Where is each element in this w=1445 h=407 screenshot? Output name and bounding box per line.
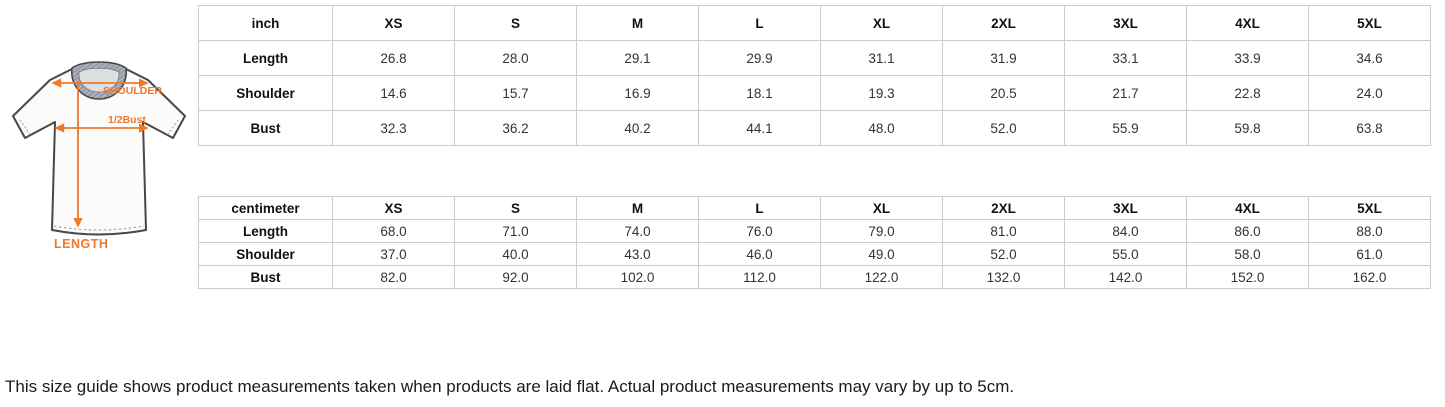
size-header-cell: XS [332,196,455,220]
measurement-value-cell: 19.3 [820,75,943,111]
measurement-value-cell: 49.0 [820,242,943,266]
measurement-value-cell: 29.1 [576,40,699,76]
measurement-value-cell: 40.2 [576,110,699,146]
measurement-value-cell: 81.0 [942,219,1065,243]
sleeve-stitch-right [166,119,179,137]
size-header-cell: 3XL [1064,196,1187,220]
measurement-value-cell: 88.0 [1308,219,1431,243]
row-label-cell: Length [198,219,333,243]
size-table-inch: inch XS S M L XL 2XL 3XL 4XL 5XL Length 26.8 28.0 29… [198,5,1431,146]
measurement-value-cell: 63.8 [1308,110,1431,146]
measurement-value-cell: 34.6 [1308,40,1431,76]
row-label-cell: Shoulder [198,75,333,111]
measurement-value-cell: 84.0 [1064,219,1187,243]
measurement-value-cell: 59.8 [1186,110,1309,146]
measurement-value-cell: 74.0 [576,219,699,243]
row-label-cell: Length [198,40,333,76]
size-header-cell: L [698,5,821,41]
size-header-cell: 4XL [1186,5,1309,41]
measurement-value-cell: 55.0 [1064,242,1187,266]
measurement-value-cell: 71.0 [454,219,577,243]
measurement-value-cell: 61.0 [1308,242,1431,266]
measurement-value-cell: 68.0 [332,219,455,243]
row-label-cell: Bust [198,265,333,289]
measurement-value-cell: 24.0 [1308,75,1431,111]
measurement-row: Length 26.8 28.0 29.1 29.9 31.1 31.9 33.1 33.9 34… [198,40,1431,76]
measurement-value-cell: 92.0 [454,265,577,289]
size-header-cell: M [576,196,699,220]
size-header-row: inch XS S M L XL 2XL 3XL 4XL 5XL [198,5,1431,41]
measurement-value-cell: 31.1 [820,40,943,76]
size-header-cell: 4XL [1186,196,1309,220]
measurement-value-cell: 76.0 [698,219,821,243]
sleeve-stitch-left [19,119,32,137]
size-header-cell: S [454,196,577,220]
size-header-cell: S [454,5,577,41]
measurement-value-cell: 142.0 [1064,265,1187,289]
measurement-value-cell: 132.0 [942,265,1065,289]
measurement-value-cell: 52.0 [942,242,1065,266]
measurement-value-cell: 122.0 [820,265,943,289]
measurement-value-cell: 14.6 [332,75,455,111]
measurement-value-cell: 102.0 [576,265,699,289]
size-header-cell: XL [820,5,943,41]
measurement-value-cell: 79.0 [820,219,943,243]
measurement-value-cell: 16.9 [576,75,699,111]
size-header-cell: M [576,5,699,41]
size-header-cell: 2XL [942,196,1065,220]
measurement-value-cell: 15.7 [454,75,577,111]
measurement-value-cell: 33.1 [1064,40,1187,76]
unit-header-cell: inch [198,5,333,41]
measurement-value-cell: 52.0 [942,110,1065,146]
measurement-row: Shoulder 14.6 15.7 16.9 18.1 19.3 20.5 21.7 22.8… [198,75,1431,111]
measurement-value-cell: 86.0 [1186,219,1309,243]
measurement-value-cell: 43.0 [576,242,699,266]
measurement-row: Length 68.0 71.0 74.0 76.0 79.0 81.0 84.0 86.0 88… [198,219,1431,243]
size-header-cell: 5XL [1308,5,1431,41]
measurement-value-cell: 22.8 [1186,75,1309,111]
measurement-value-cell: 46.0 [698,242,821,266]
measurement-value-cell: 44.1 [698,110,821,146]
measurement-value-cell: 37.0 [332,242,455,266]
size-header-cell: L [698,196,821,220]
measurement-value-cell: 20.5 [942,75,1065,111]
measurement-value-cell: 29.9 [698,40,821,76]
size-header-row: centimeter XS S M L XL 2XL 3XL 4XL 5XL [198,196,1431,220]
measurement-value-cell: 26.8 [332,40,455,76]
half-bust-label: 1/2Bust [108,114,146,126]
row-label-cell: Bust [198,110,333,146]
shoulder-label: SHOULDER [103,85,162,97]
size-table-centimeter: centimeter XS S M L XL 2XL 3XL 4XL 5XL Length 68.0… [198,196,1431,289]
measurement-value-cell: 28.0 [454,40,577,76]
row-label-cell: Shoulder [198,242,333,266]
unit-header-cell: centimeter [198,196,333,220]
size-header-cell: XL [820,196,943,220]
size-guide-note: This size guide shows product measuremen… [5,377,1015,396]
measurement-value-cell: 21.7 [1064,75,1187,111]
size-header-cell: XS [332,5,455,41]
measurement-row: Shoulder 37.0 40.0 43.0 46.0 49.0 52.0 55.0 58.0… [198,242,1431,266]
measurement-value-cell: 36.2 [454,110,577,146]
measurement-value-cell: 32.3 [332,110,455,146]
tshirt-diagram: SHOULDER 1/2Bust LENGTH [12,61,186,251]
measurement-value-cell: 33.9 [1186,40,1309,76]
measurement-value-cell: 31.9 [942,40,1065,76]
measurement-value-cell: 112.0 [698,265,821,289]
measurement-value-cell: 40.0 [454,242,577,266]
measurement-value-cell: 55.9 [1064,110,1187,146]
measurement-value-cell: 58.0 [1186,242,1309,266]
measurement-row: Bust 32.3 36.2 40.2 44.1 48.0 52.0 55.9 59.8 63.8 [198,110,1431,146]
size-header-cell: 3XL [1064,5,1187,41]
measurement-value-cell: 152.0 [1186,265,1309,289]
measurement-value-cell: 82.0 [332,265,455,289]
measurement-value-cell: 48.0 [820,110,943,146]
size-header-cell: 5XL [1308,196,1431,220]
hem-stitch [53,225,145,231]
measurement-row: Bust 82.0 92.0 102.0 112.0 122.0 132.0 142.0 152… [198,265,1431,289]
measurement-value-cell: 18.1 [698,75,821,111]
size-header-cell: 2XL [942,5,1065,41]
length-label: LENGTH [54,237,108,251]
measurement-value-cell: 162.0 [1308,265,1431,289]
